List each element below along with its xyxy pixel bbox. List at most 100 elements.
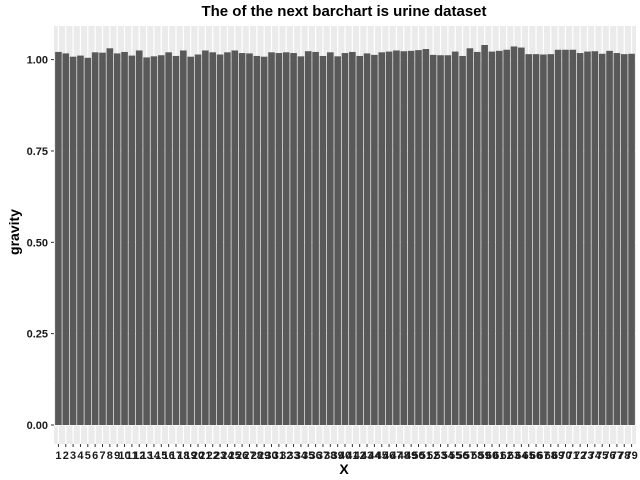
x-tick-label: 70 [559,450,571,462]
bar [437,55,444,425]
bar [326,52,334,426]
bar [547,54,555,426]
bar [106,48,114,426]
bar [209,52,217,426]
bar [356,55,364,425]
bar [584,51,591,425]
x-tick-label: 23 [214,450,226,462]
bar [157,55,165,425]
x-tick-label: 50 [412,450,424,462]
x-tick-label: 62 [501,450,513,462]
bar [459,55,466,425]
x-tick-label: 48 [398,450,410,462]
x-tick-label: 59 [478,450,490,462]
bar [246,53,253,426]
y-tick-label: 1.00 [27,55,48,67]
x-tick-label: 39 [332,450,344,462]
bar [473,51,481,425]
x-tick-label: 57 [464,450,476,462]
x-tick-label: 27 [243,450,255,462]
bar [268,52,275,426]
x-tick-label: 72 [574,450,586,462]
bar [628,53,635,426]
x-tick-label: 77 [611,450,623,462]
x-tick-label: 79 [625,450,637,462]
bar [231,50,239,425]
bar [84,57,92,426]
x-tick-label: 22 [207,450,219,462]
bar [180,50,187,425]
bar [55,51,62,425]
x-tick-label: 36 [309,450,321,462]
x-tick-label: 20 [192,450,204,462]
x-tick-label: 45 [376,450,388,462]
bar [150,56,158,425]
x-tick-label: 19 [185,450,197,462]
x-tick-label: 51 [420,450,432,462]
bar [304,51,312,425]
x-tick-label: 5 [85,450,91,462]
x-tick-label: 53 [434,450,446,462]
x-tick-label: 28 [251,450,263,462]
x-tick-label: 64 [515,450,528,462]
x-tick-label: 17 [170,450,182,462]
x-tick-label: 56 [456,450,468,462]
bar [503,49,510,425]
bar [341,53,349,426]
x-axis-title: X [339,461,349,477]
bar [165,52,172,426]
x-tick-label: 55 [449,450,461,462]
bar [172,55,180,425]
bar [319,55,327,425]
bar [91,52,99,426]
bar [297,56,305,425]
bar [422,49,430,426]
bar [481,45,488,425]
y-tick-label: 0.75 [27,146,48,158]
x-tick-label: 68 [545,450,557,462]
x-tick-label: 76 [603,450,615,462]
bar [510,46,518,425]
y-tick-label: 0.00 [27,420,48,432]
x-tick-label: 52 [427,450,439,462]
bar [143,57,150,426]
bar [113,53,121,426]
bars [55,45,635,426]
x-tick-label: 25 [229,450,241,462]
x-axis: 1 2 3 4 5 6 7 8 91011121314151617181920212223242… [55,444,638,462]
x-tick-label: 71 [567,450,579,462]
bar [444,55,452,425]
bar [415,50,422,425]
bar [194,54,202,425]
x-tick-label: 32 [280,450,292,462]
bar [349,51,356,425]
x-tick-label: 38 [324,450,336,462]
bar [451,51,459,425]
bar [620,54,628,426]
x-tick-label: 15 [155,450,167,462]
x-tick-label: 10 [118,450,130,462]
bar [69,56,77,425]
bar [202,50,209,425]
x-tick-label: 8 [107,450,113,462]
x-tick-label: 74 [589,450,602,462]
bar [466,48,474,426]
bar [488,51,496,425]
x-tick-label: 42 [354,450,366,462]
bar [135,50,143,425]
bar [216,54,224,425]
x-tick-label: 41 [346,450,358,462]
x-tick-label: 18 [177,450,189,462]
bar [282,52,290,426]
x-tick-label: 73 [581,450,593,462]
bar [62,53,70,426]
bar [238,53,246,426]
x-tick-label: 69 [552,450,564,462]
bar [429,54,437,425]
bar [532,54,540,426]
bar [613,53,621,426]
bar [77,55,84,425]
bar [393,50,400,425]
bar [606,50,613,425]
